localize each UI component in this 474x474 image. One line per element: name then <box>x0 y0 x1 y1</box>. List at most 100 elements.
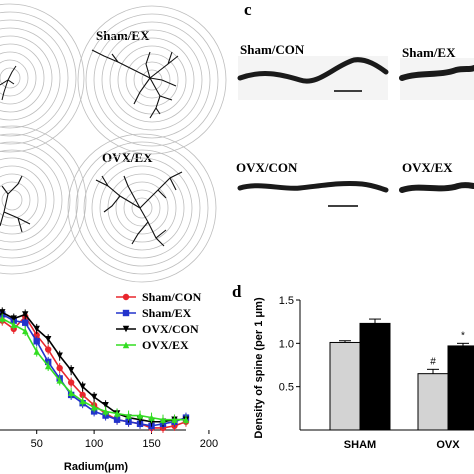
sholl-ring <box>0 133 79 267</box>
sholl-ring <box>67 133 217 283</box>
data-point <box>33 338 40 345</box>
sholl-ring <box>133 61 171 99</box>
dendrite-ovx-ex <box>399 182 474 193</box>
data-point <box>10 315 17 322</box>
legend-label: Sham/CON <box>142 290 202 304</box>
panel-letter-c: c <box>244 0 252 19</box>
sholl-ring <box>117 45 187 115</box>
sholl-ring <box>0 11 77 145</box>
data-point <box>0 309 6 316</box>
data-point <box>125 412 132 419</box>
line-chart-x-label: Radium(μm) <box>64 461 129 473</box>
category-label: OVX <box>436 439 460 451</box>
data-point <box>113 410 121 417</box>
sholl-ring <box>93 21 211 139</box>
data-point <box>67 389 75 397</box>
data-point <box>44 336 52 343</box>
data-point <box>79 397 86 405</box>
sholl-ring <box>0 51 37 105</box>
sholl-ring <box>0 149 63 251</box>
data-point <box>33 325 40 333</box>
sholl-ring <box>0 67 21 89</box>
category-label: SHAM <box>344 439 376 451</box>
label-sham-ex: Sham/EX <box>96 28 150 43</box>
sholl-ring <box>107 173 177 243</box>
neuron-tracing-sham-ex <box>91 49 179 119</box>
data-point <box>136 412 144 419</box>
sholl-ring <box>91 157 193 259</box>
data-point <box>56 377 63 384</box>
neuron-tracing-sham-con <box>0 65 17 101</box>
x-tick-label: 150 <box>142 438 160 450</box>
data-point <box>22 327 29 335</box>
legend-label: Sham/EX <box>142 306 192 320</box>
data-point <box>148 414 155 421</box>
sholl-ring <box>85 13 219 147</box>
bar <box>417 373 449 431</box>
label-ovx-con-c: OVX/CON <box>236 160 298 175</box>
label-ovx-ex-c: OVX/EX <box>402 160 453 175</box>
bar-chart-y-label: Density of spine (per 1 μm) <box>253 297 265 439</box>
neuron-tracing-ovx-ex <box>95 171 183 247</box>
data-point <box>182 416 190 423</box>
sholl-ring <box>0 19 69 137</box>
sholl-ring <box>0 43 45 113</box>
data-point <box>44 362 52 370</box>
dendrite-sham-con <box>237 56 389 100</box>
x-tick-label: 100 <box>85 438 103 450</box>
dendrite-sham-ex <box>399 58 474 100</box>
legend-label: OVX/CON <box>142 322 199 336</box>
neuron-tracing-ovx-con <box>0 175 31 233</box>
data-point <box>0 315 6 322</box>
sholl-ring <box>0 35 53 121</box>
significance-mark: * <box>461 330 465 341</box>
data-point <box>171 416 178 423</box>
sholl-ring <box>0 165 47 235</box>
data-point <box>102 408 109 415</box>
bar <box>359 322 391 431</box>
data-point <box>90 393 98 401</box>
legend-marker <box>122 309 130 317</box>
series-ovx-ex <box>0 313 190 425</box>
sholl-ring <box>131 197 153 219</box>
data-point <box>79 391 86 399</box>
x-tick-label: 50 <box>31 438 43 450</box>
legend-label: OVX/EX <box>142 338 189 352</box>
sholl-ring <box>75 141 209 275</box>
data-point <box>10 321 17 328</box>
data-point <box>56 352 63 359</box>
data-point <box>33 348 40 355</box>
sholl-circles <box>0 3 227 283</box>
sholl-line-chart: 50 100 150 200 Radium(μm) Sham/CON Sham/EX OV… <box>0 290 218 473</box>
label-sham-ex-c: Sham/EX <box>402 45 456 60</box>
data-point <box>79 383 86 390</box>
legend-entry: Sham/EX <box>116 306 192 320</box>
sholl-ring <box>0 181 31 219</box>
sholl-ring <box>0 3 85 153</box>
y-tick-label: 1.5 <box>279 295 294 307</box>
data-point <box>44 346 52 353</box>
legend-entry: OVX/EX <box>116 338 189 352</box>
bar <box>447 345 474 431</box>
sholl-ring <box>115 181 169 235</box>
sholl-ring <box>125 53 179 107</box>
data-point <box>22 311 29 318</box>
legend-marker <box>122 293 130 301</box>
data-point <box>33 331 40 339</box>
legend-entry: Sham/CON <box>116 290 202 304</box>
sholl-ring <box>0 125 87 275</box>
label-ovx-ex: OVX/EX <box>102 150 153 165</box>
series-line <box>0 311 186 423</box>
data-point <box>113 416 121 423</box>
y-tick-label: 1.0 <box>279 338 294 350</box>
label-sham-con-c: Sham/CON <box>240 42 305 57</box>
sholl-ring <box>109 37 195 123</box>
data-point <box>102 402 109 409</box>
bar <box>329 341 361 431</box>
significance-mark: # <box>430 356 436 367</box>
sholl-ring <box>77 5 227 155</box>
sholl-ring <box>0 173 39 227</box>
data-point <box>159 416 167 423</box>
data-point <box>22 319 29 326</box>
